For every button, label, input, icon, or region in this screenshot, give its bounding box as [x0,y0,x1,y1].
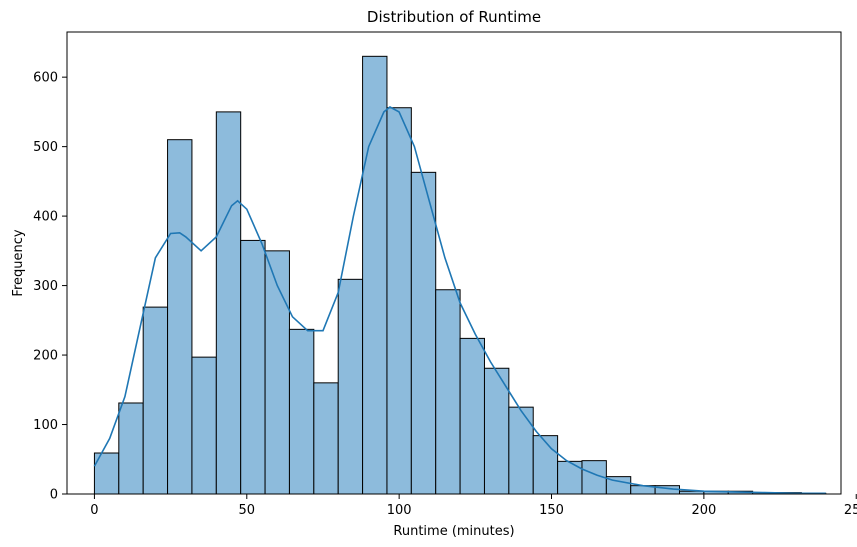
histogram-bar [337,278,364,495]
y-tick-label: 300 [33,279,58,294]
kde-line [93,106,826,495]
y-tick-label: 600 [33,71,58,86]
histogram-bar [508,406,534,495]
x-tick-label: 50 [239,503,256,518]
histogram-bar [362,55,388,495]
x-tick-label: 250 [844,503,857,518]
x-axis-label: Runtime (minutes) [393,524,514,539]
y-axis: 0 100 200 300 400 500 600 [33,71,67,503]
y-axis-label: Frequency [11,229,26,296]
x-tick-label: 0 [90,503,98,518]
histogram-bar [215,111,242,495]
histogram-bar [435,289,461,495]
x-tick-label: 200 [691,503,716,518]
x-tick-label: 150 [539,503,564,518]
histogram-bar [313,382,339,495]
chart-title: Distribution of Runtime [367,8,541,26]
plot-frame [66,31,842,495]
histogram-bar [191,356,217,495]
y-tick-label: 0 [50,488,58,503]
x-tick-label: 100 [387,503,412,518]
x-axis: 0 50 100 150 200 250 [90,494,857,518]
histogram-bar [483,367,510,495]
histogram-bar [459,337,485,495]
histogram-bar [240,239,266,495]
y-tick-label: 100 [33,418,58,433]
y-tick-label: 400 [33,210,58,225]
histogram-bar [288,328,315,495]
y-tick-label: 500 [33,140,58,155]
histogram-bar [142,306,169,495]
histogram-bar [264,250,290,495]
histogram-bar [410,171,437,495]
histogram-bar [386,107,412,495]
histogram-bar [118,402,144,495]
y-tick-label: 200 [33,349,58,364]
histogram-bars [93,55,827,495]
histogram-bar [167,139,193,495]
histogram-bar [532,435,559,495]
